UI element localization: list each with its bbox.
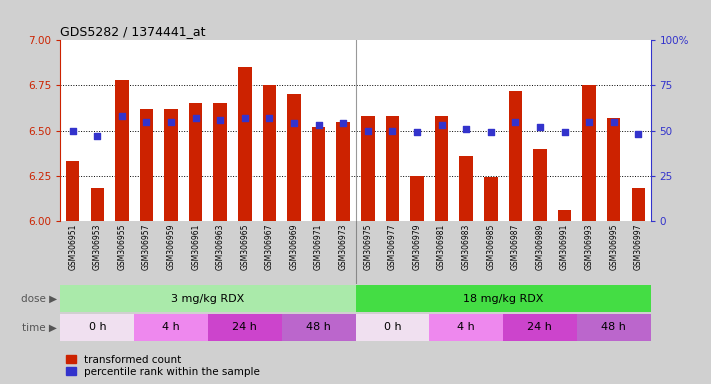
- Point: [411, 129, 422, 136]
- Point: [215, 117, 226, 123]
- Point: [559, 129, 570, 136]
- Bar: [582, 85, 596, 221]
- Text: GSM306971: GSM306971: [314, 224, 323, 270]
- Text: GDS5282 / 1374441_at: GDS5282 / 1374441_at: [60, 25, 206, 38]
- Bar: [189, 103, 203, 221]
- Bar: [312, 127, 326, 221]
- Point: [239, 115, 250, 121]
- Point: [485, 129, 496, 136]
- Text: GSM306991: GSM306991: [560, 224, 569, 270]
- Point: [264, 115, 275, 121]
- Bar: [607, 118, 621, 221]
- Text: 24 h: 24 h: [528, 322, 552, 333]
- Bar: [66, 161, 80, 221]
- Text: dose ▶: dose ▶: [21, 293, 57, 304]
- FancyBboxPatch shape: [282, 314, 356, 341]
- Bar: [484, 177, 498, 221]
- Bar: [410, 175, 424, 221]
- Text: GSM306997: GSM306997: [634, 224, 643, 270]
- Point: [633, 131, 644, 137]
- Bar: [336, 121, 350, 221]
- Text: GSM306973: GSM306973: [338, 224, 348, 270]
- Point: [584, 119, 595, 125]
- Bar: [533, 149, 547, 221]
- FancyBboxPatch shape: [356, 285, 651, 312]
- Text: GSM306955: GSM306955: [117, 224, 127, 270]
- Bar: [140, 109, 154, 221]
- Bar: [262, 85, 276, 221]
- Text: GSM306983: GSM306983: [461, 224, 471, 270]
- Point: [67, 127, 78, 134]
- Text: 0 h: 0 h: [88, 322, 106, 333]
- Point: [116, 113, 127, 119]
- Point: [362, 127, 373, 134]
- Text: GSM306953: GSM306953: [93, 224, 102, 270]
- Text: time ▶: time ▶: [22, 322, 57, 333]
- Bar: [459, 156, 473, 221]
- Text: GSM306995: GSM306995: [609, 224, 618, 270]
- Text: 4 h: 4 h: [457, 322, 475, 333]
- FancyBboxPatch shape: [60, 285, 356, 312]
- Bar: [508, 91, 522, 221]
- Text: GSM306951: GSM306951: [68, 224, 77, 270]
- Bar: [213, 103, 227, 221]
- Bar: [115, 80, 129, 221]
- Point: [461, 126, 472, 132]
- Text: 4 h: 4 h: [162, 322, 180, 333]
- Bar: [557, 210, 571, 221]
- Legend: transformed count, percentile rank within the sample: transformed count, percentile rank withi…: [65, 355, 260, 377]
- Text: GSM306975: GSM306975: [363, 224, 373, 270]
- Text: 3 mg/kg RDX: 3 mg/kg RDX: [171, 293, 245, 304]
- Text: GSM306961: GSM306961: [191, 224, 201, 270]
- Bar: [631, 188, 645, 221]
- Bar: [385, 116, 399, 221]
- Text: GSM306965: GSM306965: [240, 224, 250, 270]
- Text: 18 mg/kg RDX: 18 mg/kg RDX: [463, 293, 543, 304]
- Bar: [435, 116, 449, 221]
- Point: [141, 119, 152, 125]
- Text: GSM306957: GSM306957: [142, 224, 151, 270]
- Text: GSM306993: GSM306993: [584, 224, 594, 270]
- Point: [166, 119, 177, 125]
- Point: [190, 115, 201, 121]
- Bar: [238, 67, 252, 221]
- Text: GSM306963: GSM306963: [215, 224, 225, 270]
- Text: GSM306989: GSM306989: [535, 224, 545, 270]
- Text: GSM306969: GSM306969: [289, 224, 299, 270]
- Text: GSM306987: GSM306987: [510, 224, 520, 270]
- Text: GSM306979: GSM306979: [412, 224, 422, 270]
- Text: GSM306977: GSM306977: [388, 224, 397, 270]
- Bar: [287, 94, 301, 221]
- Text: 0 h: 0 h: [383, 322, 401, 333]
- FancyBboxPatch shape: [60, 314, 134, 341]
- Point: [313, 122, 324, 128]
- FancyBboxPatch shape: [208, 314, 282, 341]
- Point: [510, 119, 521, 125]
- Point: [92, 133, 103, 139]
- FancyBboxPatch shape: [577, 314, 651, 341]
- FancyBboxPatch shape: [503, 314, 577, 341]
- Point: [289, 120, 300, 126]
- Point: [608, 119, 619, 125]
- Point: [534, 124, 545, 130]
- FancyBboxPatch shape: [356, 314, 429, 341]
- Point: [436, 122, 447, 128]
- Text: GSM306967: GSM306967: [265, 224, 274, 270]
- Point: [387, 127, 398, 134]
- Text: 48 h: 48 h: [602, 322, 626, 333]
- FancyBboxPatch shape: [429, 314, 503, 341]
- Point: [338, 120, 349, 126]
- Text: 24 h: 24 h: [232, 322, 257, 333]
- FancyBboxPatch shape: [134, 314, 208, 341]
- Text: 48 h: 48 h: [306, 322, 331, 333]
- Text: GSM306959: GSM306959: [166, 224, 176, 270]
- Text: GSM306981: GSM306981: [437, 224, 446, 270]
- Bar: [90, 188, 104, 221]
- Bar: [164, 109, 178, 221]
- Text: GSM306985: GSM306985: [486, 224, 496, 270]
- Bar: [361, 116, 375, 221]
